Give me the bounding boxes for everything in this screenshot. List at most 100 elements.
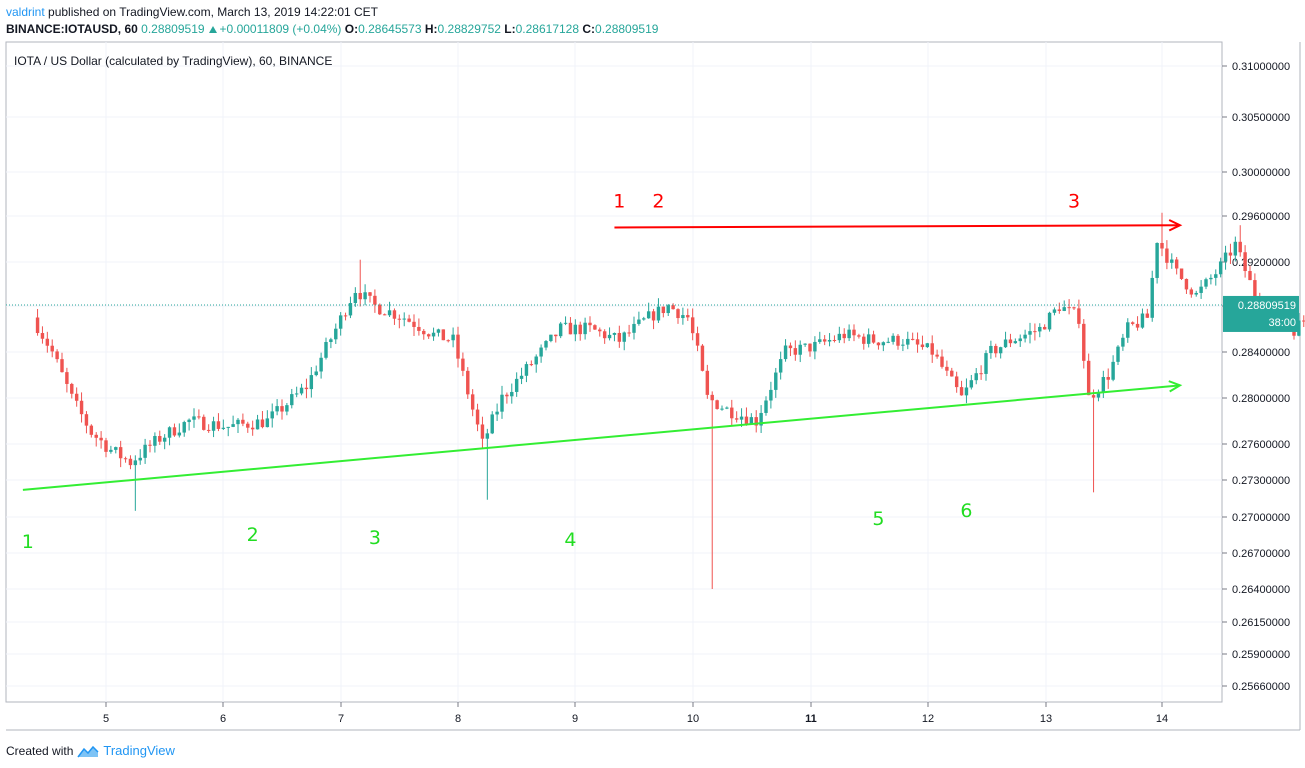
y-tick-label: 0.28400000	[1232, 347, 1290, 359]
low-value: 0.28617128	[515, 22, 580, 36]
candle-body	[896, 335, 900, 346]
author-link[interactable]: valdrint	[6, 5, 45, 19]
candle-body	[99, 437, 103, 441]
candle-body	[226, 426, 230, 428]
x-tick-label: 10	[687, 713, 699, 725]
candle-body	[412, 321, 416, 327]
candle-body	[378, 304, 382, 315]
candle-body	[250, 427, 255, 430]
candle-body	[935, 354, 939, 357]
price-axis[interactable]: 0.31000000 0.30500000 0.30000000 0.29600000…	[1222, 61, 1290, 693]
candle-body	[192, 416, 196, 420]
candle-body	[1302, 320, 1305, 322]
candle-body	[754, 417, 758, 426]
candle-body	[602, 331, 607, 339]
candle-body	[426, 334, 431, 337]
candle-body	[118, 447, 123, 459]
candle-body	[1214, 274, 1218, 278]
y-tick-label: 0.28000000	[1232, 393, 1290, 405]
candle-body	[94, 434, 98, 438]
candle-body	[1052, 309, 1057, 313]
candle-body	[211, 421, 216, 431]
candle-body	[739, 416, 744, 420]
candle-body	[456, 334, 460, 359]
candle-body	[857, 335, 861, 337]
candle-body	[1111, 361, 1115, 380]
candle-body	[309, 375, 314, 390]
candle-body	[954, 376, 959, 388]
last-price: 0.28809519	[141, 22, 205, 36]
candle-body	[852, 329, 856, 336]
candle-body	[583, 322, 587, 335]
candle-body	[397, 318, 402, 320]
candle-body	[417, 326, 421, 331]
support-touch-label: 1	[22, 531, 34, 553]
candle-body	[1135, 323, 1140, 328]
candle-body	[808, 343, 812, 352]
y-tick-label: 0.29200000	[1232, 257, 1290, 269]
candle-body	[950, 370, 954, 377]
tradingview-brand-link[interactable]: TradingView	[103, 743, 175, 758]
candle-body	[558, 323, 563, 337]
candle-body	[940, 356, 944, 367]
candle-body	[1116, 346, 1120, 362]
candle-body	[221, 427, 226, 429]
y-tick-label: 0.27000000	[1232, 512, 1290, 524]
candle-body	[172, 427, 177, 436]
candle-body	[392, 310, 397, 319]
candle-body	[686, 315, 690, 318]
candle-body	[1238, 241, 1242, 253]
candle-body	[197, 416, 201, 418]
candle-body	[319, 357, 323, 372]
candle-body	[710, 394, 714, 401]
time-axis[interactable]: 5 6 7 8 9 10 11 12 13 14	[103, 702, 1168, 725]
candle-body	[554, 334, 558, 337]
candle-body	[260, 419, 265, 428]
publish-info: valdrint published on TradingView.com, M…	[6, 5, 378, 19]
candle-body	[182, 422, 186, 433]
support-touch-label: 5	[872, 508, 884, 530]
candle-body	[964, 387, 969, 396]
candle-body	[510, 391, 514, 397]
candle-body	[1160, 242, 1164, 249]
candle-body	[519, 375, 524, 379]
candle-body	[622, 332, 626, 342]
candle-body	[1170, 259, 1174, 263]
candle-body	[974, 373, 978, 381]
candle-body	[617, 332, 622, 342]
candle-body	[715, 400, 719, 409]
candle-body	[906, 338, 910, 345]
high-label: H:	[424, 22, 438, 36]
candle-body	[681, 315, 685, 319]
candle-body	[55, 351, 59, 360]
resistance-line-head	[1168, 219, 1183, 232]
candle-body	[788, 345, 793, 349]
candle-body	[123, 458, 128, 460]
candle-body	[446, 340, 450, 342]
candle-body	[1042, 326, 1047, 330]
candle-body	[769, 389, 773, 401]
candle-body	[466, 370, 470, 395]
x-tick-label: 8	[455, 713, 461, 725]
candle-body	[334, 328, 338, 340]
candle-body	[915, 339, 920, 345]
candle-body	[500, 394, 504, 412]
candle-body	[910, 338, 915, 340]
candle-body	[143, 444, 147, 458]
candle-body	[759, 412, 763, 426]
candle-body	[353, 292, 358, 304]
candle-body	[901, 344, 905, 346]
candle-body	[358, 292, 362, 300]
candle-body	[827, 339, 832, 342]
candle-body	[568, 322, 573, 335]
candle-body	[578, 324, 582, 335]
candle-body	[1008, 339, 1013, 344]
candle-body	[167, 427, 172, 438]
candle-body	[656, 306, 661, 321]
candle-body	[1184, 278, 1189, 290]
candle-body	[1145, 313, 1150, 318]
candle-body	[255, 419, 260, 430]
candle-body	[407, 318, 411, 322]
trend-lines[interactable]	[22, 219, 1183, 491]
